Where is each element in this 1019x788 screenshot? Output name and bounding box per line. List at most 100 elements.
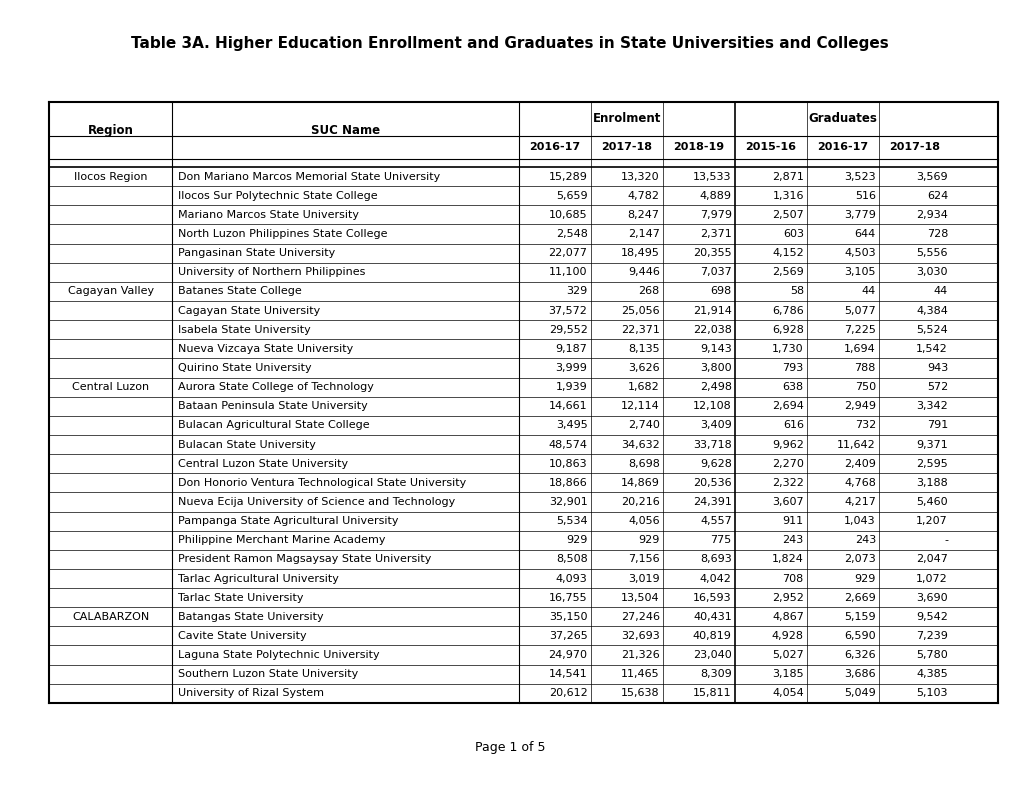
Text: 9,628: 9,628 xyxy=(699,459,731,469)
Text: 2016-17: 2016-17 xyxy=(529,143,580,152)
Text: 32,901: 32,901 xyxy=(548,497,587,507)
Text: 16,755: 16,755 xyxy=(548,593,587,603)
Text: Laguna State Polytechnic University: Laguna State Polytechnic University xyxy=(178,650,380,660)
Text: 2,047: 2,047 xyxy=(915,555,947,564)
Text: 32,693: 32,693 xyxy=(621,631,659,641)
Text: Page 1 of 5: Page 1 of 5 xyxy=(474,741,545,753)
Text: 9,962: 9,962 xyxy=(771,440,803,449)
Text: Mariano Marcos State University: Mariano Marcos State University xyxy=(178,210,359,220)
Text: 8,135: 8,135 xyxy=(628,344,659,354)
Text: 13,533: 13,533 xyxy=(693,172,731,181)
Text: 9,371: 9,371 xyxy=(915,440,947,449)
Text: Central Luzon State University: Central Luzon State University xyxy=(178,459,348,469)
Text: 4,217: 4,217 xyxy=(843,497,875,507)
Text: 268: 268 xyxy=(638,287,659,296)
Text: 23,040: 23,040 xyxy=(692,650,731,660)
Text: Ilocos Sur Polytechnic State College: Ilocos Sur Polytechnic State College xyxy=(178,191,378,201)
Text: 18,495: 18,495 xyxy=(621,248,659,258)
Text: 20,612: 20,612 xyxy=(548,689,587,698)
Text: Region: Region xyxy=(88,125,133,137)
Text: 21,326: 21,326 xyxy=(621,650,659,660)
Text: 8,698: 8,698 xyxy=(627,459,659,469)
Text: 2,669: 2,669 xyxy=(844,593,875,603)
Text: 2,949: 2,949 xyxy=(843,401,875,411)
Text: 33,718: 33,718 xyxy=(692,440,731,449)
Text: 40,819: 40,819 xyxy=(692,631,731,641)
Text: President Ramon Magsaysay State University: President Ramon Magsaysay State Universi… xyxy=(178,555,431,564)
Text: Pangasinan State University: Pangasinan State University xyxy=(178,248,335,258)
Text: 7,156: 7,156 xyxy=(628,555,659,564)
Text: 2017-18: 2017-18 xyxy=(600,143,651,152)
Text: 2,498: 2,498 xyxy=(699,382,731,392)
Text: 24,970: 24,970 xyxy=(548,650,587,660)
Text: Bulacan State University: Bulacan State University xyxy=(178,440,316,449)
Text: 20,355: 20,355 xyxy=(693,248,731,258)
Text: University of Northern Philippines: University of Northern Philippines xyxy=(178,267,366,277)
Text: 793: 793 xyxy=(782,363,803,373)
Text: -: - xyxy=(944,535,947,545)
Text: 3,999: 3,999 xyxy=(555,363,587,373)
Text: 10,685: 10,685 xyxy=(548,210,587,220)
Text: 698: 698 xyxy=(710,287,731,296)
Text: Philippine Merchant Marine Academy: Philippine Merchant Marine Academy xyxy=(178,535,385,545)
Text: 1,939: 1,939 xyxy=(555,382,587,392)
Text: 16,593: 16,593 xyxy=(693,593,731,603)
Text: Don Mariano Marcos Memorial State University: Don Mariano Marcos Memorial State Univer… xyxy=(178,172,440,181)
Text: 2,371: 2,371 xyxy=(699,229,731,239)
Text: 929: 929 xyxy=(566,535,587,545)
Text: 8,309: 8,309 xyxy=(699,669,731,679)
Text: 6,590: 6,590 xyxy=(844,631,875,641)
Text: 22,038: 22,038 xyxy=(692,325,731,335)
Text: 644: 644 xyxy=(854,229,875,239)
Text: 2016-17: 2016-17 xyxy=(816,143,867,152)
Text: 516: 516 xyxy=(854,191,875,201)
Text: 3,800: 3,800 xyxy=(699,363,731,373)
Text: 1,072: 1,072 xyxy=(915,574,947,583)
Text: 13,504: 13,504 xyxy=(621,593,659,603)
Text: SUC Name: SUC Name xyxy=(311,125,380,137)
Text: 2,569: 2,569 xyxy=(771,267,803,277)
Text: 5,534: 5,534 xyxy=(555,516,587,526)
Text: 603: 603 xyxy=(782,229,803,239)
Text: 3,607: 3,607 xyxy=(771,497,803,507)
Text: 1,694: 1,694 xyxy=(844,344,875,354)
Text: Nueva Ecija University of Science and Technology: Nueva Ecija University of Science and Te… xyxy=(178,497,455,507)
Text: 3,495: 3,495 xyxy=(555,421,587,430)
Text: Aurora State College of Technology: Aurora State College of Technology xyxy=(178,382,374,392)
Text: 4,867: 4,867 xyxy=(771,611,803,622)
Text: 943: 943 xyxy=(926,363,947,373)
Text: 4,782: 4,782 xyxy=(627,191,659,201)
Text: 20,216: 20,216 xyxy=(621,497,659,507)
Text: 11,465: 11,465 xyxy=(621,669,659,679)
Text: 243: 243 xyxy=(854,535,875,545)
Text: 12,108: 12,108 xyxy=(692,401,731,411)
Text: 2017-18: 2017-18 xyxy=(889,143,940,152)
Text: CALABARZON: CALABARZON xyxy=(72,611,149,622)
Text: 3,626: 3,626 xyxy=(628,363,659,373)
Text: 2,694: 2,694 xyxy=(771,401,803,411)
Text: 40,431: 40,431 xyxy=(692,611,731,622)
Text: 15,638: 15,638 xyxy=(621,689,659,698)
Text: 616: 616 xyxy=(782,421,803,430)
Text: 12,114: 12,114 xyxy=(621,401,659,411)
Text: 2,147: 2,147 xyxy=(627,229,659,239)
Text: Bataan Peninsula State University: Bataan Peninsula State University xyxy=(178,401,368,411)
Text: 3,569: 3,569 xyxy=(915,172,947,181)
Text: Isabela State University: Isabela State University xyxy=(178,325,311,335)
Text: Nueva Vizcaya State University: Nueva Vizcaya State University xyxy=(178,344,354,354)
Text: 3,690: 3,690 xyxy=(915,593,947,603)
Text: 329: 329 xyxy=(566,287,587,296)
Text: Batanes State College: Batanes State College xyxy=(178,287,302,296)
Text: 3,686: 3,686 xyxy=(844,669,875,679)
Text: 775: 775 xyxy=(710,535,731,545)
Text: 5,103: 5,103 xyxy=(916,689,947,698)
Text: University of Rizal System: University of Rizal System xyxy=(178,689,324,698)
Text: 929: 929 xyxy=(854,574,875,583)
Text: 3,523: 3,523 xyxy=(844,172,875,181)
Text: 21,914: 21,914 xyxy=(692,306,731,315)
Text: 4,385: 4,385 xyxy=(915,669,947,679)
Text: 6,326: 6,326 xyxy=(844,650,875,660)
Text: 7,225: 7,225 xyxy=(843,325,875,335)
Text: 1,207: 1,207 xyxy=(915,516,947,526)
Text: Pampanga State Agricultural University: Pampanga State Agricultural University xyxy=(178,516,398,526)
